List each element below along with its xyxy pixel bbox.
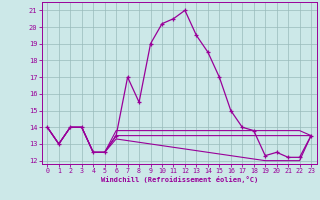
X-axis label: Windchill (Refroidissement éolien,°C): Windchill (Refroidissement éolien,°C): [100, 176, 258, 183]
